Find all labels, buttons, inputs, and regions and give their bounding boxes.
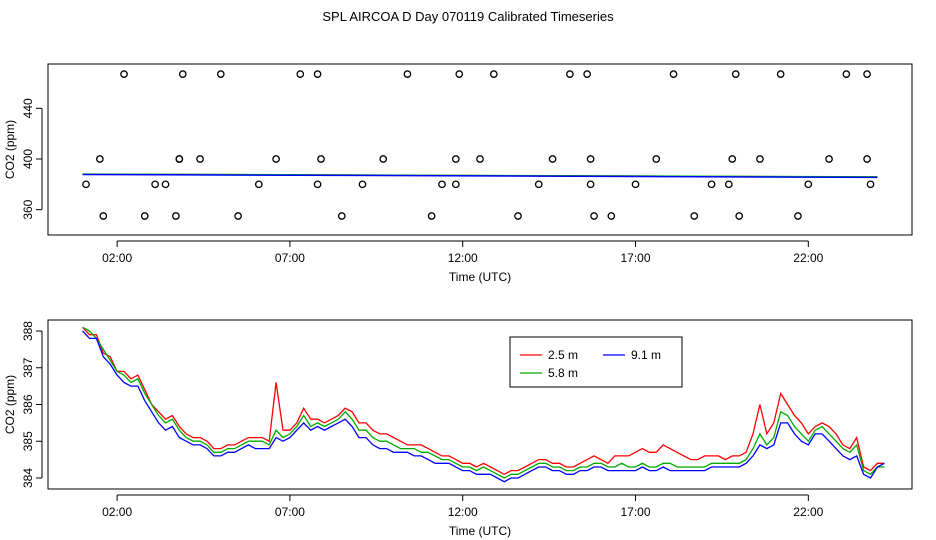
- outlier-point: [707, 180, 716, 189]
- outlier-point: [607, 212, 616, 220]
- bottom-x-tick-label: 07:00: [275, 505, 305, 519]
- outlier-point: [728, 155, 737, 163]
- outlier-point: [272, 155, 280, 163]
- outlier-point: [99, 212, 108, 220]
- outlier-point: [731, 70, 740, 78]
- outlier-point: [313, 180, 322, 189]
- top-x-tick-label: 07:00: [275, 251, 305, 265]
- outlier-point: [804, 180, 813, 189]
- top-y-tick-label: 360: [21, 199, 35, 219]
- top-y-axis-label: CO2 (ppm): [3, 120, 17, 179]
- top-x-tick-label: 12:00: [448, 251, 478, 265]
- outlier-point: [586, 155, 595, 163]
- outlier-point: [514, 212, 522, 220]
- bottom-plot-frame: [47, 319, 913, 490]
- bottom-x-tick-label: 17:00: [621, 505, 651, 519]
- outlier-point: [313, 70, 322, 78]
- top-y-tick-label: 440: [21, 98, 35, 118]
- outlier-point: [151, 180, 159, 189]
- outlier-point: [756, 155, 764, 163]
- outlier-point: [863, 155, 871, 163]
- bottom-x-tick-label: 12:00: [448, 505, 478, 519]
- bottom-y-axis-label: CO2 (ppm): [3, 375, 17, 434]
- series-line-5-8-m: [82, 326, 885, 479]
- outlier-point: [776, 70, 785, 78]
- outlier-point: [140, 212, 149, 220]
- bottom-x-axis-label: Time (UTC): [449, 524, 511, 538]
- outlier-point: [358, 180, 367, 189]
- outlier-point: [451, 180, 460, 189]
- outlier-point: [196, 155, 204, 163]
- outlier-point: [489, 70, 498, 78]
- outlier-point: [842, 70, 851, 78]
- outlier-point: [120, 70, 128, 78]
- outlier-point: [161, 180, 170, 189]
- figure-title: SPL AIRCOA D Day 070119 Calibrated Times…: [322, 9, 614, 24]
- legend-label: 9.1 m: [631, 348, 661, 362]
- outlier-point: [863, 70, 871, 78]
- outlier-point: [534, 180, 543, 189]
- bottom-y-tick-label: 385: [21, 431, 35, 451]
- outlier-point: [234, 212, 242, 220]
- bottom-y-tick-label: 386: [21, 394, 35, 414]
- outlier-point: [825, 155, 833, 163]
- outlier-point: [590, 212, 598, 220]
- outlier-point: [317, 155, 325, 163]
- outlier-point: [583, 70, 591, 78]
- outlier-point: [438, 180, 446, 189]
- top-x-tick-label: 02:00: [102, 251, 132, 265]
- bottom-y-tick-label: 387: [21, 357, 35, 377]
- outlier-point: [82, 180, 90, 189]
- outlier-point: [296, 70, 305, 78]
- outlier-point: [631, 180, 640, 189]
- top-y-tick-label: 400: [21, 149, 35, 169]
- outlier-point: [548, 155, 557, 163]
- top-x-axis-label: Time (UTC): [449, 270, 511, 284]
- series-line-9-1-m: [82, 330, 885, 483]
- outlier-point: [690, 212, 699, 220]
- outlier-point: [337, 212, 346, 220]
- outlier-point: [379, 155, 388, 163]
- legend-label: 5.8 m: [548, 366, 578, 380]
- series-line-2-5-m: [82, 326, 885, 476]
- outlier-point: [254, 180, 263, 189]
- bottom-y-tick-label: 384: [21, 468, 35, 488]
- top-plot-frame: [47, 63, 913, 236]
- outlier-point: [427, 212, 436, 220]
- legend-label: 2.5 m: [548, 348, 578, 362]
- outlier-point: [866, 180, 875, 189]
- outlier-point: [586, 180, 595, 189]
- bottom-x-tick-label: 02:00: [102, 505, 132, 519]
- outlier-point: [178, 70, 187, 78]
- outlier-point: [735, 212, 744, 220]
- outlier-point: [172, 212, 180, 220]
- outlier-point: [476, 155, 484, 163]
- outlier-point: [652, 155, 661, 163]
- outlier-point: [566, 70, 574, 78]
- outlier-point: [216, 70, 225, 78]
- outlier-point: [724, 180, 733, 189]
- top-x-tick-label: 17:00: [621, 251, 651, 265]
- outlier-point: [451, 155, 460, 163]
- outlier-point: [669, 70, 678, 78]
- outlier-point: [455, 70, 464, 78]
- top-x-tick-label: 22:00: [793, 251, 823, 265]
- bottom-y-tick-label: 388: [21, 321, 35, 341]
- legend-box: [509, 336, 683, 388]
- outlier-point: [95, 155, 104, 163]
- outlier-point: [794, 212, 802, 220]
- bottom-x-tick-label: 22:00: [793, 505, 823, 519]
- outlier-point: [403, 70, 412, 78]
- outlier-point: [175, 155, 184, 163]
- top-series-line: [82, 173, 878, 179]
